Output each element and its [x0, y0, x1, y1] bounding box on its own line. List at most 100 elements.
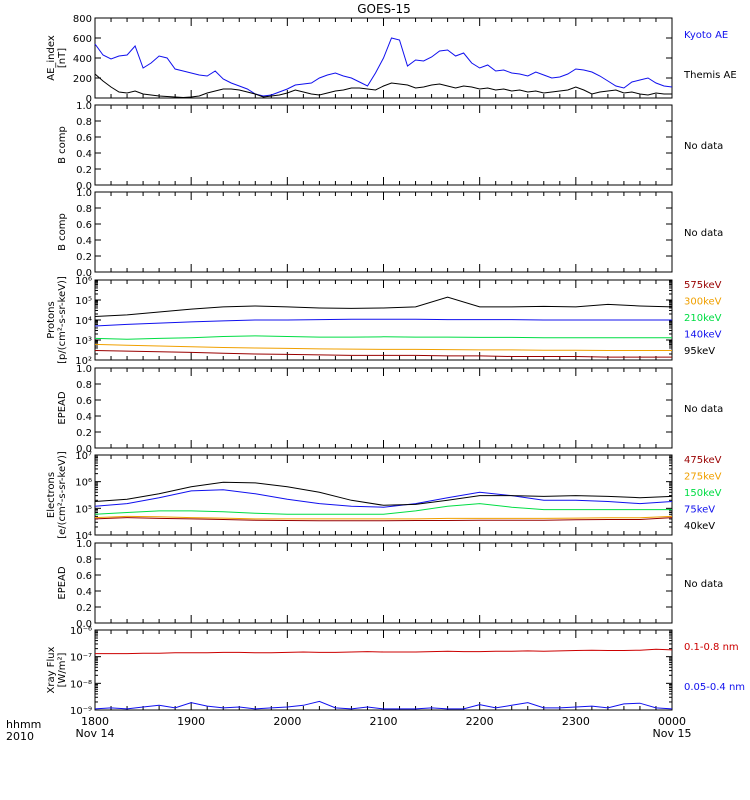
y-tick-label: 10⁻⁸: [70, 679, 92, 690]
legend-label: 0.1-0.8 nm: [684, 642, 739, 653]
series-kyoto-ae: [94, 37, 673, 97]
y-axis-label: EPEAD: [57, 391, 68, 425]
no-data-label: No data: [684, 141, 723, 152]
y-tick-label: 0.0: [76, 444, 92, 455]
y-axis-label: [nT]: [57, 48, 68, 68]
panel-7: 0.0 0.2 0.4 0.6 0.8 1.0 EPEAD No data: [57, 539, 723, 630]
y-tick-label: 1.0: [76, 364, 92, 375]
panel-4: 10² 10³ 10⁴ 10⁵ 10⁶ Protons [p/(cm²-s-sr-keV)]…: [46, 276, 722, 367]
y-tick-label: 0.8: [76, 117, 92, 128]
y-axis-label: [W/m²]: [57, 652, 68, 687]
y-axis-label: [e/(cm²-s-sr-keV)]: [57, 451, 68, 539]
y-axis-label: Xray Flux: [46, 646, 57, 693]
x-tick-label: 2300: [562, 715, 590, 728]
y-tick-label: 0.0: [76, 619, 92, 630]
time-axis-corner-hhmm: hhmm: [6, 718, 41, 731]
panel-3: 0.0 0.2 0.4 0.6 0.8 1.0 B comp No data: [57, 188, 723, 279]
legend-label: 575keV: [684, 280, 722, 291]
series-0-1-0-8-nm: [95, 648, 673, 655]
y-tick-label: 1.0: [76, 539, 92, 550]
y-tick-label: 0.2: [76, 252, 92, 263]
x-tick-label: 2100: [370, 715, 398, 728]
series-275kev: [94, 515, 673, 520]
legend-label: 150keV: [684, 488, 722, 499]
y-axis-label: B comp: [57, 213, 68, 251]
y-tick-label: 10⁵: [75, 296, 92, 307]
y-tick-label: 10⁵: [75, 504, 92, 515]
time-axis-corner-year: 2010: [6, 730, 34, 743]
y-axis-label: EPEAD: [57, 566, 68, 600]
series-140kev: [94, 318, 672, 327]
series-475kev: [94, 517, 673, 522]
y-tick-label: 0.2: [76, 428, 92, 439]
y-tick-label: 0: [86, 94, 92, 105]
x-tick-label: 2200: [466, 715, 494, 728]
legend-label: 95keV: [684, 346, 715, 357]
panel-frame: [94, 629, 673, 711]
legend-label: 75keV: [684, 505, 715, 516]
y-tick-label: 200: [73, 74, 92, 85]
y-tick-label: 400: [73, 54, 92, 65]
legend-label: Kyoto AE: [684, 30, 728, 41]
panel-frame: [94, 191, 673, 273]
panel-frame: [94, 367, 673, 449]
series-0-05-0-4-nm: [94, 700, 673, 710]
x-tick-label: 2000: [273, 715, 301, 728]
legend-label: Themis AE: [683, 70, 737, 81]
y-tick-label: 1.0: [76, 188, 92, 199]
x-tick-label: 1900: [177, 715, 205, 728]
panel-frame: [94, 104, 673, 186]
y-tick-label: 0.0: [76, 181, 92, 192]
y-tick-label: 0.8: [76, 555, 92, 566]
legend-label: 475keV: [684, 455, 722, 466]
no-data-label: No data: [684, 579, 723, 590]
y-tick-label: 0.6: [76, 571, 92, 582]
y-tick-label: 0.4: [76, 587, 92, 598]
y-tick-label: 0.0: [76, 268, 92, 279]
x-tick-label: 1800: [81, 715, 109, 728]
y-axis-label: [p/(cm²-s-sr-keV)]: [57, 276, 68, 364]
y-axis-label: Protons: [46, 301, 57, 338]
y-tick-label: 10⁶: [75, 276, 92, 287]
y-tick-label: 0.4: [76, 149, 92, 160]
legend-label: 210keV: [684, 313, 722, 324]
legend-label: 140keV: [684, 330, 722, 341]
series-75kev: [94, 489, 673, 508]
y-tick-label: 10⁻⁶: [70, 626, 92, 637]
y-axis-label: AE_index: [46, 35, 57, 81]
panel-1: 0 200 400 600 800 AE_index [nT] Kyoto AE Themis …: [46, 14, 737, 105]
y-tick-label: 0.8: [76, 204, 92, 215]
legend-label: 275keV: [684, 472, 722, 483]
panel-stack: 0 200 400 600 800 AE_index [nT] Kyoto AE Themis …: [46, 14, 745, 717]
no-data-label: No data: [684, 404, 723, 415]
y-axis-label: B comp: [57, 126, 68, 164]
y-tick-label: 1.0: [76, 101, 92, 112]
y-tick-label: 0.2: [76, 603, 92, 614]
panel-2: 0.0 0.2 0.4 0.6 0.8 1.0 B comp No data: [57, 101, 723, 192]
y-tick-label: 10²: [75, 356, 92, 367]
x-tick-label: 0000: [658, 715, 686, 728]
y-tick-label: 10⁶: [75, 478, 92, 489]
series-themis-ae: [94, 73, 672, 99]
y-tick-label: 10⁴: [75, 316, 92, 327]
y-tick-label: 0.4: [76, 412, 92, 423]
y-tick-label: 600: [73, 34, 92, 45]
y-tick-label: 10⁴: [75, 531, 92, 542]
y-tick-label: 10³: [75, 336, 92, 347]
plot-title: GOES-15: [357, 2, 411, 16]
x-date-label: Nov 14: [76, 727, 115, 740]
y-axis-label: Electrons: [46, 472, 57, 518]
y-tick-label: 800: [73, 14, 92, 25]
panel-frame: [94, 542, 673, 624]
legend-label: 300keV: [684, 297, 722, 308]
y-tick-label: 0.2: [76, 165, 92, 176]
y-tick-label: 10⁷: [75, 451, 92, 462]
panel-8: 10⁻⁹ 10⁻⁸ 10⁻⁷ 10⁻⁶ Xray Flux [W/m²] 0.1-0.8 n…: [46, 626, 745, 717]
panel-5: 0.0 0.2 0.4 0.6 0.8 1.0 EPEAD No data: [57, 364, 723, 455]
y-tick-label: 10⁻⁷: [70, 653, 92, 664]
no-data-label: No data: [684, 228, 723, 239]
series-150kev: [94, 503, 672, 515]
y-tick-label: 0.6: [76, 133, 92, 144]
